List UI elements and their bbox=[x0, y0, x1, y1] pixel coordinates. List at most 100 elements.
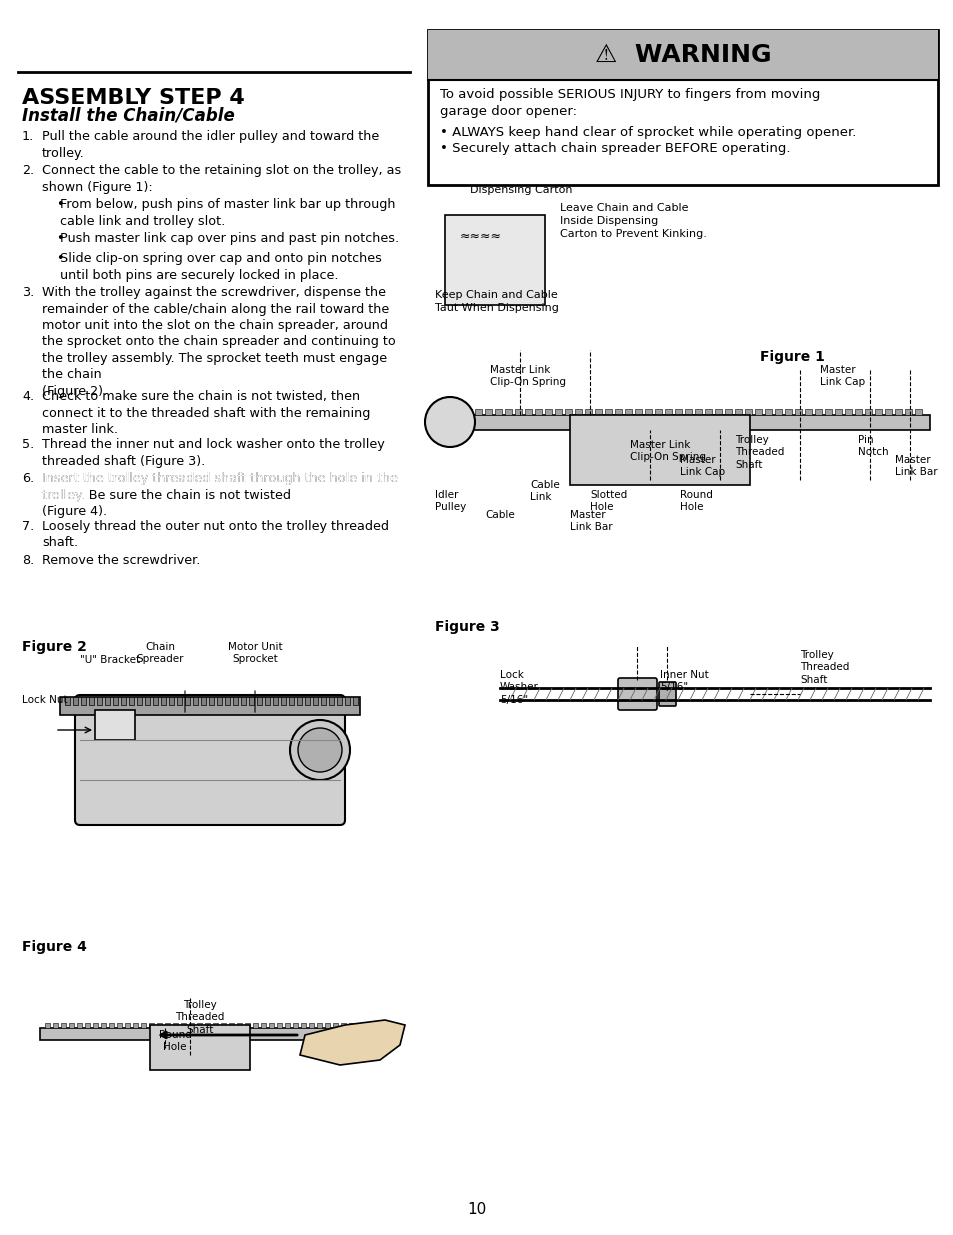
Bar bbox=[161, 697, 166, 705]
Bar bbox=[844, 409, 851, 415]
Bar bbox=[177, 697, 182, 705]
Bar bbox=[53, 1023, 58, 1028]
Text: Cable
Link: Cable Link bbox=[530, 480, 559, 503]
Bar bbox=[45, 1023, 50, 1028]
Bar bbox=[814, 409, 821, 415]
Bar bbox=[444, 409, 452, 415]
Bar bbox=[285, 1023, 290, 1028]
Bar bbox=[141, 1023, 146, 1028]
Bar bbox=[604, 409, 612, 415]
Bar bbox=[794, 409, 801, 415]
Text: Round
Hole: Round Hole bbox=[679, 490, 712, 513]
Bar bbox=[695, 409, 701, 415]
Bar bbox=[834, 409, 841, 415]
Text: ≈≈≈≈: ≈≈≈≈ bbox=[459, 230, 501, 243]
Bar bbox=[544, 409, 552, 415]
Bar bbox=[77, 1023, 82, 1028]
Bar bbox=[97, 697, 102, 705]
Bar bbox=[241, 697, 246, 705]
FancyBboxPatch shape bbox=[75, 695, 345, 825]
Text: With the trolley against the screwdriver, dispense the
remainder of the cable/ch: With the trolley against the screwdriver… bbox=[42, 287, 395, 398]
Bar bbox=[320, 697, 326, 705]
Bar bbox=[201, 697, 206, 705]
Bar bbox=[125, 1023, 130, 1028]
Bar bbox=[584, 409, 592, 415]
Text: Inner Nut
5/16": Inner Nut 5/16" bbox=[659, 671, 708, 693]
Bar bbox=[249, 697, 253, 705]
Bar bbox=[129, 697, 133, 705]
Text: •: • bbox=[45, 198, 65, 211]
Text: Check to make sure the chain is not twisted, then
connect it to the threaded sha: Check to make sure the chain is not twis… bbox=[42, 390, 370, 436]
Bar bbox=[914, 409, 921, 415]
Text: ASSEMBLY STEP 4: ASSEMBLY STEP 4 bbox=[22, 88, 245, 107]
Bar bbox=[316, 1023, 322, 1028]
Bar bbox=[774, 409, 781, 415]
Bar bbox=[455, 409, 461, 415]
Circle shape bbox=[290, 720, 350, 781]
FancyBboxPatch shape bbox=[618, 678, 657, 710]
Text: 6.: 6. bbox=[22, 472, 34, 485]
Text: 1.: 1. bbox=[22, 130, 34, 143]
Bar bbox=[85, 1023, 90, 1028]
Bar bbox=[165, 1023, 170, 1028]
Bar bbox=[296, 697, 302, 705]
Text: Loosely thread the outer nut onto the trolley threaded
shaft.: Loosely thread the outer nut onto the tr… bbox=[42, 520, 389, 550]
Bar bbox=[854, 409, 862, 415]
Text: "U" Bracket: "U" Bracket bbox=[80, 655, 140, 664]
Text: 7.: 7. bbox=[22, 520, 34, 534]
Bar bbox=[276, 1023, 282, 1028]
Bar bbox=[40, 1028, 399, 1040]
Bar bbox=[444, 215, 544, 305]
Bar bbox=[380, 1023, 386, 1028]
Text: 8.: 8. bbox=[22, 555, 34, 567]
Bar bbox=[196, 1023, 202, 1028]
Bar bbox=[169, 697, 173, 705]
Text: 5.: 5. bbox=[22, 438, 34, 451]
Text: Chain
Spreader: Chain Spreader bbox=[136, 642, 184, 664]
Bar bbox=[874, 409, 882, 415]
Bar bbox=[89, 697, 94, 705]
Bar bbox=[105, 697, 110, 705]
Bar bbox=[121, 697, 126, 705]
Bar bbox=[824, 409, 831, 415]
Bar bbox=[389, 1023, 394, 1028]
Bar bbox=[265, 697, 270, 705]
Bar bbox=[261, 1023, 266, 1028]
Bar bbox=[615, 409, 621, 415]
Bar bbox=[475, 409, 481, 415]
Bar bbox=[744, 409, 751, 415]
Bar bbox=[132, 1023, 138, 1028]
Bar bbox=[684, 409, 691, 415]
Text: Keep Chain and Cable
Taut When Dispensing: Keep Chain and Cable Taut When Dispensin… bbox=[435, 290, 558, 312]
Bar bbox=[101, 1023, 106, 1028]
Text: Slide clip-on spring over cap and onto pin notches
until both pins are securely : Slide clip-on spring over cap and onto p… bbox=[60, 252, 381, 282]
Bar bbox=[345, 697, 350, 705]
Bar bbox=[269, 1023, 274, 1028]
Text: Master Link
Clip-On Spring: Master Link Clip-On Spring bbox=[629, 440, 705, 462]
Bar bbox=[225, 697, 230, 705]
Bar bbox=[185, 697, 190, 705]
Bar bbox=[95, 710, 135, 740]
Text: Trolley
Threaded
Shaft: Trolley Threaded Shaft bbox=[175, 1000, 225, 1035]
Text: Master
Link Bar: Master Link Bar bbox=[569, 510, 612, 532]
Bar bbox=[205, 1023, 210, 1028]
Bar bbox=[229, 1023, 233, 1028]
Bar bbox=[804, 409, 811, 415]
Bar bbox=[65, 697, 70, 705]
Text: •: • bbox=[45, 232, 65, 245]
Bar bbox=[157, 1023, 162, 1028]
Bar bbox=[216, 697, 222, 705]
Bar bbox=[109, 1023, 113, 1028]
Bar bbox=[764, 409, 771, 415]
Bar bbox=[754, 409, 761, 415]
Text: Pull the cable around the idler pulley and toward the
trolley.: Pull the cable around the idler pulley a… bbox=[42, 130, 379, 159]
Bar bbox=[329, 697, 334, 705]
Bar bbox=[435, 415, 929, 430]
Bar bbox=[92, 1023, 98, 1028]
Bar bbox=[655, 409, 661, 415]
Text: 10: 10 bbox=[467, 1202, 486, 1216]
Text: Motor Unit
Sprocket: Motor Unit Sprocket bbox=[228, 642, 282, 664]
Bar bbox=[305, 697, 310, 705]
Text: Master
Link Cap: Master Link Cap bbox=[820, 366, 864, 388]
Bar bbox=[256, 697, 262, 705]
